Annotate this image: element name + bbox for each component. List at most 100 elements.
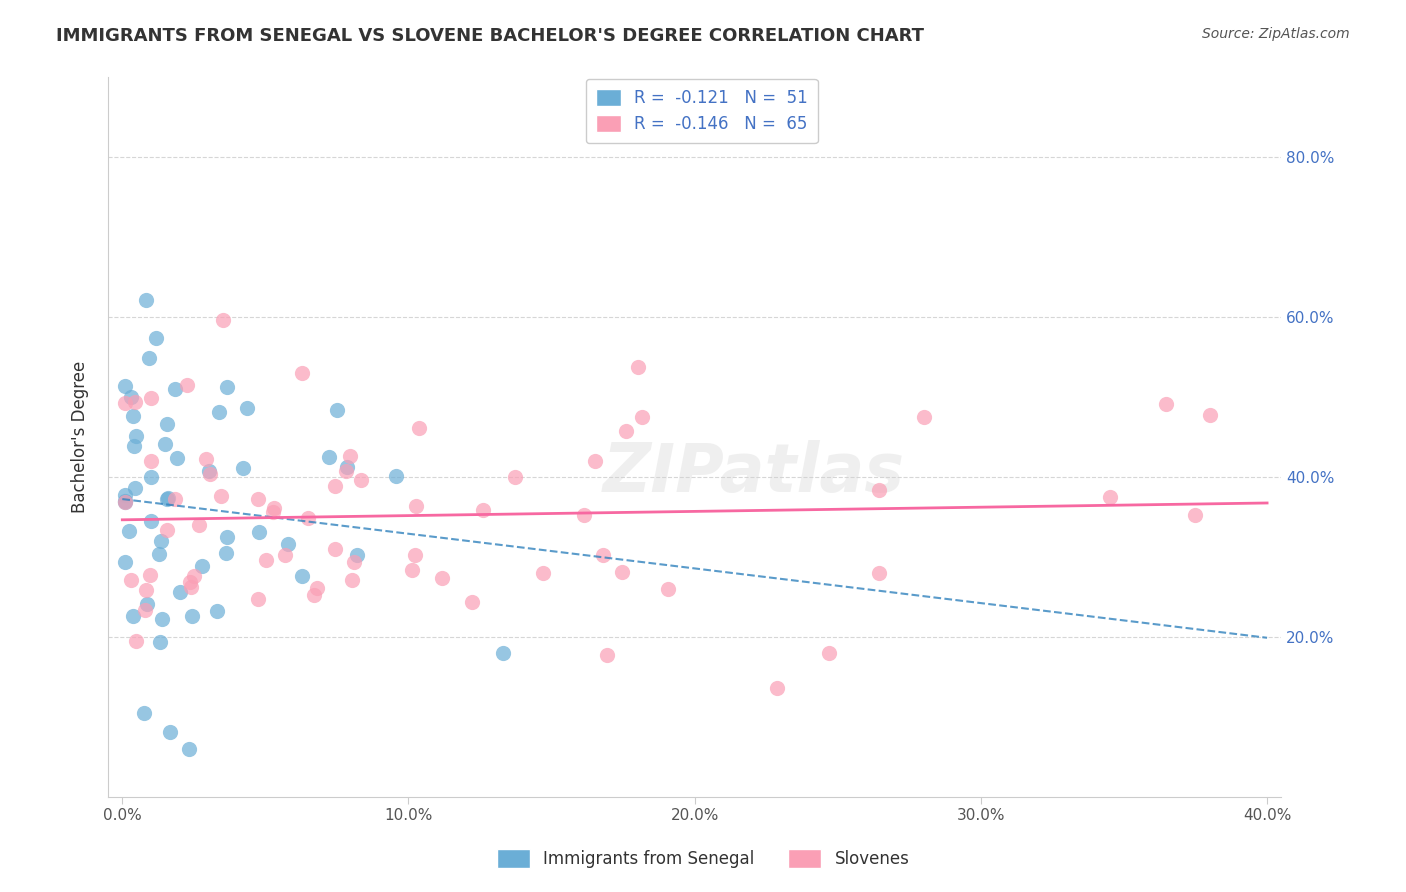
Point bbox=[148, 548, 170, 562]
Text: ZIPatlas: ZIPatlas bbox=[602, 440, 904, 506]
Point bbox=[1184, 508, 1206, 523]
Point bbox=[121, 409, 143, 423]
Point bbox=[135, 583, 157, 598]
Point bbox=[912, 410, 935, 425]
Text: IMMIGRANTS FROM SENEGAL VS SLOVENE BACHELOR'S DEGREE CORRELATION CHART: IMMIGRANTS FROM SENEGAL VS SLOVENE BACHE… bbox=[56, 27, 924, 45]
Point bbox=[134, 602, 156, 616]
Point bbox=[215, 546, 238, 560]
Point bbox=[135, 293, 157, 307]
Point bbox=[657, 582, 679, 596]
Legend: R =  -0.121   N =  51, R =  -0.146   N =  65: R = -0.121 N = 51, R = -0.146 N = 65 bbox=[586, 78, 818, 144]
Point bbox=[614, 424, 637, 438]
Point bbox=[114, 396, 136, 410]
Point bbox=[262, 505, 284, 519]
Point bbox=[177, 742, 200, 756]
Point bbox=[120, 390, 142, 404]
Point bbox=[114, 493, 136, 508]
Point bbox=[163, 382, 186, 396]
Point bbox=[246, 592, 269, 607]
Point bbox=[155, 437, 177, 451]
Point bbox=[1098, 491, 1121, 505]
Point bbox=[114, 555, 136, 569]
Point bbox=[336, 459, 359, 474]
Point bbox=[124, 481, 146, 495]
Point bbox=[339, 449, 361, 463]
Point bbox=[139, 567, 162, 582]
Point bbox=[408, 421, 430, 435]
Point bbox=[631, 410, 654, 425]
Point bbox=[505, 470, 527, 484]
Point bbox=[125, 633, 148, 648]
Point bbox=[868, 566, 890, 580]
Point bbox=[596, 648, 619, 662]
Point bbox=[297, 511, 319, 525]
Point bbox=[592, 548, 614, 562]
Point bbox=[232, 461, 254, 475]
Point bbox=[180, 580, 202, 594]
Point bbox=[194, 452, 217, 467]
Point bbox=[291, 569, 314, 583]
Point bbox=[114, 494, 136, 508]
Point bbox=[141, 470, 163, 484]
Point bbox=[212, 312, 235, 326]
Point bbox=[236, 401, 259, 415]
Point bbox=[335, 464, 357, 478]
Point bbox=[818, 646, 841, 660]
Point bbox=[139, 454, 162, 468]
Point bbox=[342, 555, 364, 569]
Point bbox=[191, 559, 214, 574]
Legend: Immigrants from Senegal, Slovenes: Immigrants from Senegal, Slovenes bbox=[489, 842, 917, 875]
Point bbox=[291, 367, 314, 381]
Point bbox=[273, 548, 295, 562]
Y-axis label: Bachelor's Degree: Bachelor's Degree bbox=[72, 361, 89, 513]
Point bbox=[323, 541, 346, 556]
Text: Source: ZipAtlas.com: Source: ZipAtlas.com bbox=[1202, 27, 1350, 41]
Point bbox=[326, 402, 349, 417]
Point bbox=[156, 523, 179, 537]
Point bbox=[471, 503, 494, 517]
Point bbox=[302, 588, 325, 602]
Point bbox=[150, 612, 173, 626]
Point bbox=[868, 483, 890, 498]
Point bbox=[307, 581, 329, 595]
Point bbox=[430, 571, 453, 585]
Point bbox=[318, 450, 340, 464]
Point bbox=[246, 491, 269, 506]
Point bbox=[125, 428, 148, 442]
Point bbox=[346, 548, 368, 562]
Point bbox=[263, 501, 285, 516]
Point bbox=[163, 492, 186, 507]
Point bbox=[120, 574, 142, 588]
Point bbox=[124, 439, 146, 453]
Point bbox=[124, 395, 146, 409]
Point bbox=[121, 609, 143, 624]
Point bbox=[176, 378, 198, 392]
Point bbox=[117, 524, 139, 538]
Point bbox=[247, 524, 270, 539]
Point bbox=[1198, 408, 1220, 422]
Point bbox=[401, 563, 423, 577]
Point bbox=[166, 451, 188, 466]
Point bbox=[350, 473, 373, 487]
Point bbox=[254, 553, 277, 567]
Point bbox=[145, 330, 167, 344]
Point bbox=[135, 597, 157, 611]
Point bbox=[583, 453, 606, 467]
Point bbox=[461, 595, 484, 609]
Point bbox=[134, 706, 156, 720]
Point bbox=[156, 492, 179, 507]
Point bbox=[277, 537, 299, 551]
Point bbox=[215, 530, 238, 544]
Point bbox=[531, 566, 554, 580]
Point bbox=[384, 468, 406, 483]
Point bbox=[323, 479, 346, 493]
Point bbox=[610, 565, 633, 579]
Point bbox=[181, 608, 204, 623]
Point bbox=[572, 508, 595, 522]
Point bbox=[183, 569, 205, 583]
Point bbox=[156, 491, 179, 505]
Point bbox=[114, 495, 136, 509]
Point bbox=[209, 489, 232, 503]
Point bbox=[169, 585, 191, 599]
Point bbox=[156, 417, 179, 431]
